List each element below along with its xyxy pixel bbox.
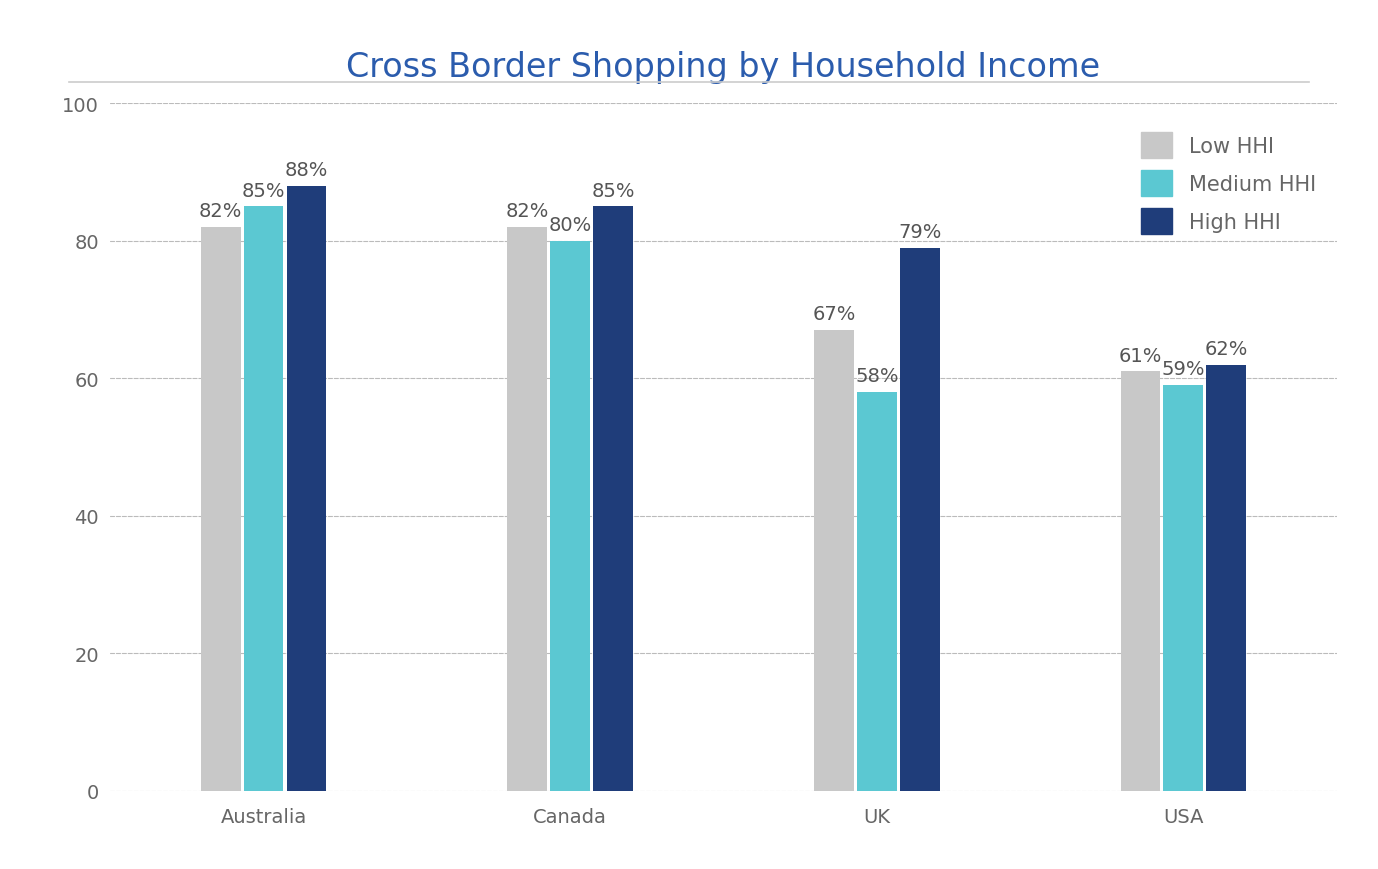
- Title: Cross Border Shopping by Household Income: Cross Border Shopping by Household Incom…: [346, 50, 1101, 83]
- Text: 67%: 67%: [812, 305, 856, 324]
- Bar: [857, 393, 897, 791]
- Text: 58%: 58%: [854, 367, 898, 386]
- Text: 61%: 61%: [1119, 346, 1162, 365]
- Bar: [900, 249, 940, 791]
- Bar: [1120, 372, 1160, 791]
- Text: 82%: 82%: [198, 202, 243, 221]
- Legend: Low HHI, Medium HHI, High HHI: Low HHI, Medium HHI, High HHI: [1133, 125, 1324, 242]
- Text: 82%: 82%: [506, 202, 548, 221]
- Text: 79%: 79%: [898, 222, 941, 242]
- Bar: [1206, 365, 1246, 791]
- Bar: [1163, 386, 1203, 791]
- Text: 85%: 85%: [241, 182, 285, 201]
- Text: 62%: 62%: [1204, 339, 1248, 358]
- Bar: [550, 242, 590, 791]
- Text: 85%: 85%: [591, 182, 635, 201]
- Bar: [593, 208, 633, 791]
- Bar: [814, 331, 854, 791]
- Text: 80%: 80%: [548, 216, 591, 235]
- Bar: [201, 228, 241, 791]
- Bar: [287, 187, 327, 791]
- Bar: [244, 208, 284, 791]
- Bar: [507, 228, 547, 791]
- Text: 88%: 88%: [285, 161, 328, 180]
- Text: 59%: 59%: [1162, 360, 1206, 379]
